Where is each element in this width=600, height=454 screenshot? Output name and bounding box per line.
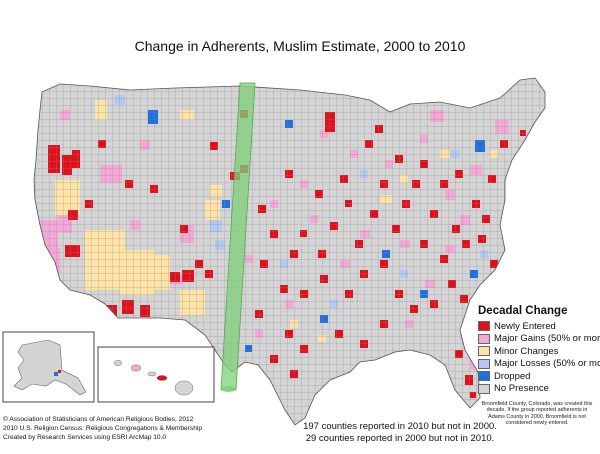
legend-label: Dropped bbox=[494, 370, 531, 382]
legend-label: No Presence bbox=[494, 383, 549, 395]
legend-item-minor-changes: Minor Changes bbox=[478, 345, 596, 358]
legend-label: Major Gains (50% or more) bbox=[494, 333, 600, 345]
broomfield-note: Broomfield County, Colorado, was created… bbox=[481, 401, 593, 426]
gray-square-icon bbox=[478, 383, 490, 394]
legend-item-dropped: Dropped bbox=[478, 370, 596, 383]
meridian-band bbox=[220, 82, 256, 391]
legend-label: Minor Changes bbox=[494, 345, 559, 357]
copyright-credit: © Association of Statisticians of Americ… bbox=[3, 416, 194, 423]
software-credit: Created by Research Services using ESRI … bbox=[3, 434, 167, 441]
legend-title: Decadal Change bbox=[478, 305, 568, 317]
legend-item-no-presence: No Presence bbox=[478, 383, 596, 396]
pink-square-icon bbox=[478, 333, 490, 344]
blue-square-icon bbox=[478, 371, 490, 382]
legend: Decadal Change Newly Entered Major Gains… bbox=[478, 305, 600, 426]
reported-2010-note: 197 counties reported in 2010 but not in… bbox=[303, 421, 497, 432]
reported-2000-note: 29 counties reported in 2000 but not in … bbox=[305, 433, 495, 444]
alaska-inset bbox=[2, 331, 95, 403]
hawaii-inset bbox=[97, 346, 215, 403]
map-title: Change in Adherents, Muslim Estimate, 20… bbox=[134, 38, 466, 54]
legend-item-major-losses: Major Losses (50% or more) bbox=[478, 358, 600, 371]
alaska-shape bbox=[13, 339, 87, 396]
legend-label: Major Losses (50% or more) bbox=[494, 358, 600, 370]
meridian-band-end bbox=[221, 386, 236, 392]
legend-item-major-gains: Major Gains (50% or more) bbox=[478, 333, 600, 346]
census-credit: 2010 U.S. Religion Census: Religious Con… bbox=[3, 425, 203, 432]
legend-label: Newly Entered bbox=[494, 320, 556, 332]
legend-item-newly-entered: Newly Entered bbox=[478, 320, 596, 333]
light-blue-square-icon bbox=[478, 358, 490, 369]
tan-square-icon bbox=[478, 346, 490, 357]
red-square-icon bbox=[478, 321, 490, 332]
